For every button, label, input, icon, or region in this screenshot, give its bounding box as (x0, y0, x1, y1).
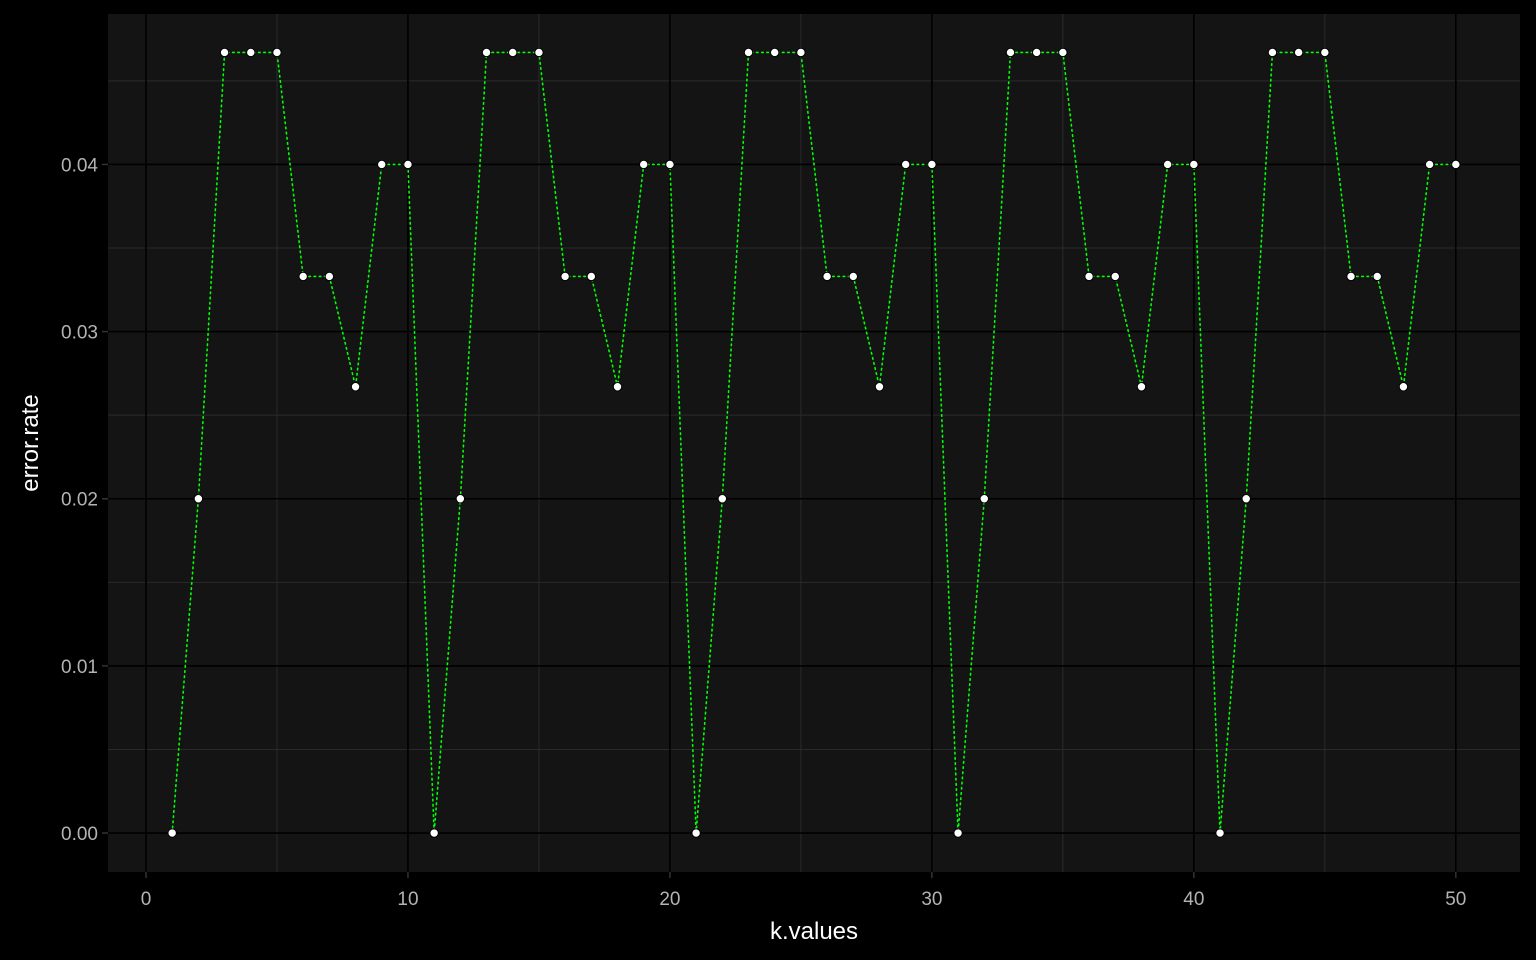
y-tick-label: 0.04 (61, 155, 98, 176)
minor-gridlines (108, 14, 1520, 872)
data-point (429, 828, 439, 838)
data-point (691, 828, 701, 838)
data-point (1189, 159, 1199, 170)
data-point (1215, 828, 1225, 838)
data-point (1372, 271, 1382, 282)
data-point (481, 47, 492, 58)
y-axis-title: error.rate (17, 394, 44, 491)
x-axis: 0 10 20 30 40 50 (141, 872, 1466, 910)
data-point (534, 47, 544, 58)
data-point (586, 271, 597, 282)
series-line-path (171, 51, 1457, 834)
data-point (953, 828, 963, 838)
data-point (639, 159, 649, 170)
data-point (1084, 271, 1094, 282)
x-tick-label: 10 (397, 889, 418, 910)
y-tick-label: 0.03 (61, 323, 98, 344)
data-point (848, 271, 858, 282)
data-point (796, 47, 806, 58)
data-point (1031, 47, 1042, 58)
data-point (246, 47, 256, 58)
data-point (1424, 159, 1435, 170)
data-point (1110, 271, 1120, 282)
data-point (350, 382, 361, 392)
data-point (298, 271, 308, 282)
x-tick-label: 50 (1445, 889, 1466, 910)
major-gridlines (108, 14, 1520, 872)
x-tick-label: 40 (1183, 889, 1204, 910)
x-tick-label: 30 (921, 889, 942, 910)
data-point (324, 271, 335, 282)
data-point (508, 47, 518, 58)
data-point (1005, 47, 1016, 58)
data-point (717, 494, 728, 504)
data-point (1398, 382, 1409, 392)
data-point (927, 159, 937, 170)
data-point (167, 828, 177, 838)
y-axis: 0.00 0.01 0.02 0.03 0.04 (61, 155, 108, 845)
data-point (403, 159, 413, 170)
data-point (770, 47, 780, 58)
data-point (560, 271, 570, 282)
data-point (1451, 159, 1461, 170)
x-tick-label: 0 (141, 889, 152, 910)
data-point (219, 47, 230, 58)
data-point (665, 159, 675, 170)
y-tick-label: 0.00 (61, 824, 98, 845)
data-point (455, 494, 466, 504)
data-point (1058, 47, 1068, 58)
data-point (1346, 271, 1356, 282)
data-point (1136, 382, 1147, 392)
series-line (171, 51, 1457, 834)
data-point (612, 382, 623, 392)
data-point (874, 382, 885, 392)
data-point (1293, 47, 1304, 58)
data-point (1241, 494, 1251, 504)
data-point (377, 159, 387, 170)
data-point (900, 159, 911, 170)
data-point (1267, 47, 1278, 58)
data-point (1162, 159, 1173, 170)
plot-panel (108, 14, 1520, 872)
data-point (1320, 47, 1330, 58)
x-axis-title: k.values (770, 918, 858, 945)
x-tick-label: 20 (659, 889, 680, 910)
data-point (743, 47, 754, 58)
data-point (979, 494, 989, 504)
series-points (167, 47, 1461, 838)
data-point (193, 494, 204, 504)
data-point (272, 47, 282, 58)
y-tick-label: 0.02 (61, 490, 98, 511)
data-point (822, 271, 832, 282)
y-tick-label: 0.01 (61, 657, 98, 678)
